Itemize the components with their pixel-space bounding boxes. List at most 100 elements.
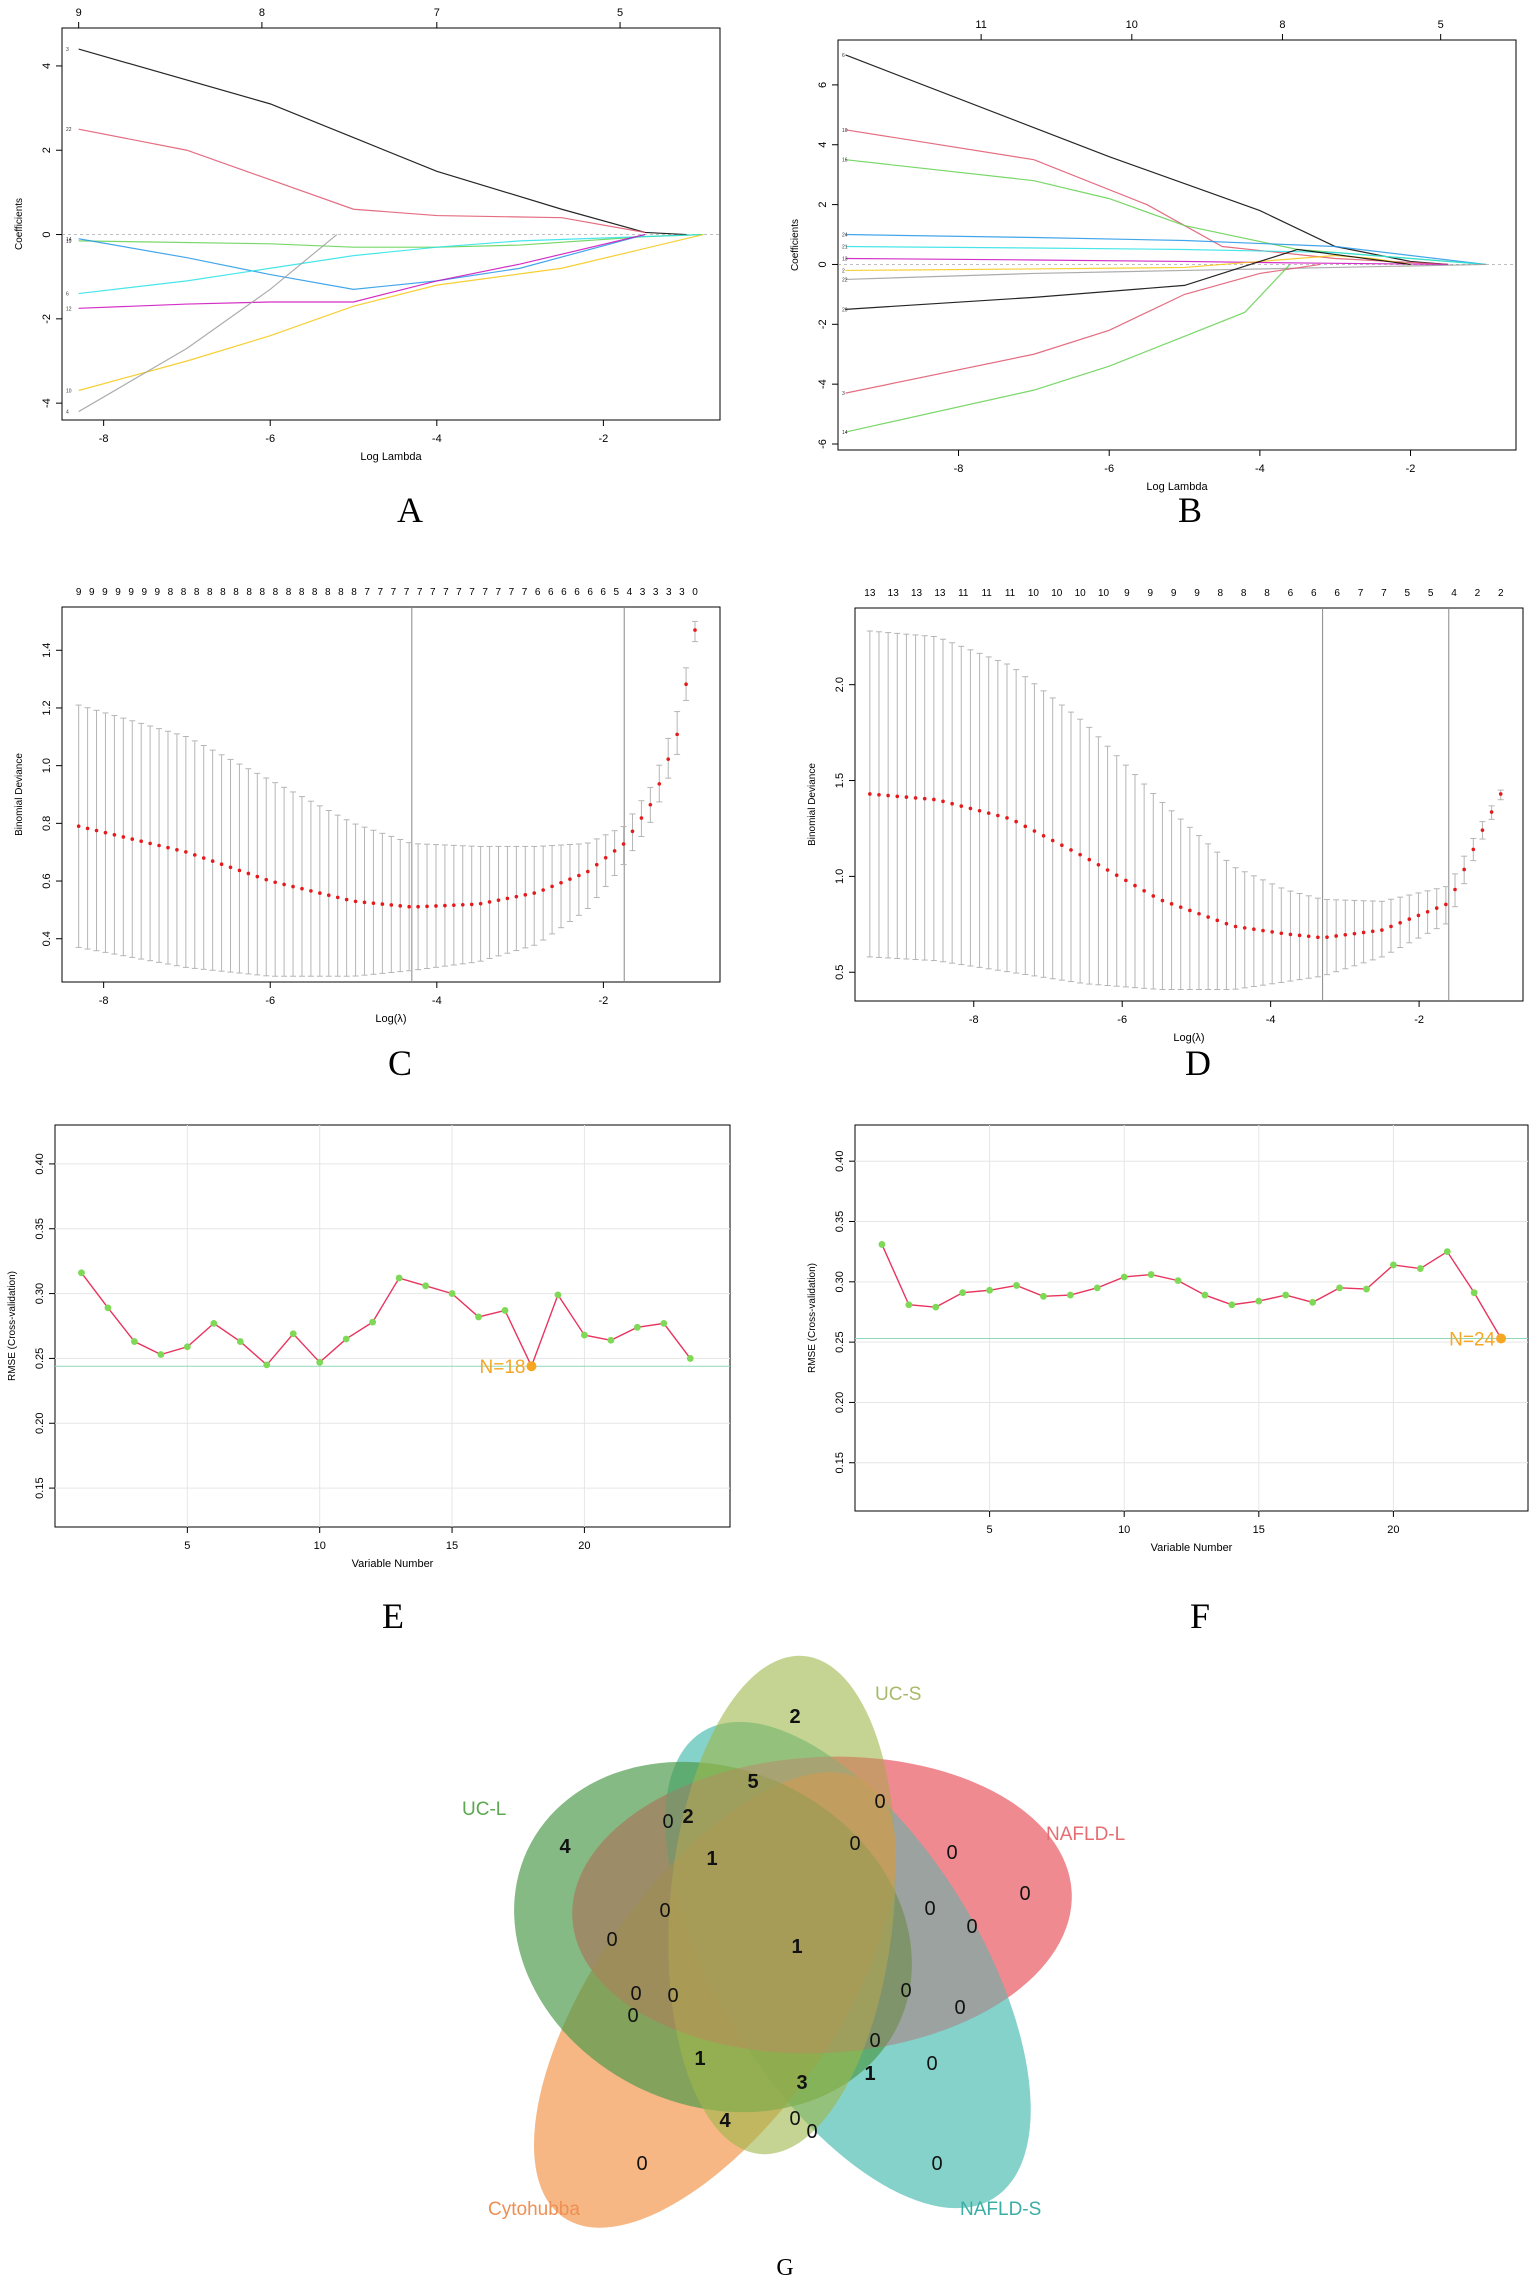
venn-region-count: 1 — [694, 2048, 705, 2070]
panel-a-ytick-label: 2 — [41, 147, 53, 153]
panel-f-xlabel: Variable Number — [1151, 1542, 1233, 1554]
panel-d-deviance-point — [1206, 915, 1210, 919]
panel-f-ytick-label: 0.25 — [834, 1331, 846, 1352]
panel-e-rmse-point — [581, 1331, 588, 1339]
panel-c-top-label: 8 — [181, 587, 187, 598]
panel-c-deviance-point — [201, 856, 206, 860]
panel-d-top-label: 8 — [1241, 588, 1247, 599]
panel-e-rmse-point — [607, 1336, 615, 1344]
panel-c-plot-frame — [61, 606, 721, 983]
panel-e-ytick-label: 0.20 — [34, 1413, 46, 1434]
panel-d-deviance: -8 -6 -4 -2 0.5 1.0 1.5 2.0 Log(λ) Binomial Devia… — [807, 588, 1524, 1044]
panel-c-top-label: 8 — [312, 587, 318, 598]
panel-e-rmse-point — [342, 1335, 350, 1343]
panel-b-coef-path — [845, 245, 1486, 266]
panel-a-path-label: 3 — [66, 47, 69, 53]
panel-d-top-label: 10 — [1098, 588, 1110, 599]
panel-b-coef-path — [845, 54, 1449, 266]
panel-c-xtick-label: -6 — [265, 995, 275, 1007]
panel-c-deviance-point — [139, 839, 143, 844]
panel-label-c: C — [388, 1043, 412, 1083]
panel-b-path-label: 20 — [842, 307, 848, 313]
panel-e-rmse-point — [686, 1355, 694, 1362]
panel-f-rmse-point — [878, 1241, 886, 1248]
panel-d-top-label: 8 — [1218, 588, 1224, 599]
panel-c-top-label: 6 — [535, 587, 541, 598]
panel-c-deviance-point — [112, 832, 117, 837]
panel-d-deviance-point — [1480, 828, 1485, 832]
panel-c-deviance-point — [693, 628, 697, 632]
venn-label-nafld-l: NAFLD-L — [1046, 1824, 1125, 1845]
panel-c-deviance-point — [103, 830, 108, 835]
panel-e-ylabel: RMSE (Cross-validation) — [7, 1271, 18, 1381]
panel-d-deviance-point — [1105, 868, 1110, 872]
panel-c-deviance-point — [362, 900, 367, 905]
panel-e-rmse-point — [157, 1351, 165, 1358]
panel-d-deviance-point — [1197, 911, 1201, 916]
panel-e-rmse-point — [422, 1282, 429, 1290]
panel-c-deviance-point — [166, 845, 170, 850]
panel-a-top-label: 5 — [617, 7, 623, 19]
panel-a-xtick-label: -2 — [599, 433, 609, 445]
panel-label-e: E — [382, 1596, 404, 1636]
panel-c-top-label: 8 — [233, 587, 239, 598]
panel-label-b: B — [1178, 490, 1202, 530]
panel-d-ytick-label: 2.0 — [834, 677, 846, 692]
panel-c-top-label: 7 — [482, 587, 488, 598]
panel-c-deviance-point — [594, 862, 599, 867]
panel-c-ylabel: Binomial Deviance — [14, 753, 25, 836]
panel-f-rmse-point — [986, 1286, 993, 1294]
panel-f-rmse-point — [1120, 1273, 1128, 1281]
panel-b-ylabel: Coefficients — [790, 219, 801, 271]
panel-c-deviance-point — [505, 896, 510, 901]
panel-c-ytick-label: 0.4 — [41, 931, 53, 946]
venn-region-count: 0 — [849, 1833, 860, 1855]
panel-c-deviance-point — [184, 850, 188, 854]
panel-e-rmse-point — [475, 1313, 482, 1321]
panel-c-top-label: 8 — [325, 587, 331, 598]
panel-d-deviance-point — [904, 795, 909, 799]
panel-d-top-label: 5 — [1404, 588, 1410, 599]
panel-c-deviance-point — [496, 898, 501, 902]
venn-region-count: 0 — [806, 2121, 817, 2143]
panel-e-rmse-point — [660, 1320, 668, 1327]
panel-d-deviance-point — [1416, 913, 1421, 918]
panel-c-top-label: 9 — [102, 587, 108, 598]
panel-c-deviance-point — [309, 889, 313, 893]
panel-c-top-label: 7 — [456, 587, 462, 598]
panel-e-rmse-point — [501, 1307, 509, 1314]
panel-d-deviance-point — [913, 796, 918, 800]
panel-b-path-label: 21 — [842, 244, 848, 250]
panel-f-ytick-label: 0.40 — [834, 1150, 846, 1171]
panel-f-rmse-point — [1416, 1265, 1424, 1272]
panel-c-deviance-point — [469, 902, 474, 907]
panel-d-deviance-point — [1306, 934, 1311, 939]
panel-c-deviance-point — [443, 903, 447, 908]
panel-f-rmse-point — [1255, 1297, 1263, 1305]
panel-d-deviance-point — [895, 794, 900, 799]
panel-b-top-label: 11 — [975, 19, 986, 31]
panel-e-xtick-label: 15 — [446, 1540, 458, 1552]
panel-d-deviance-point — [1434, 906, 1439, 910]
panel-d-ytick-label: 1.0 — [834, 869, 846, 884]
panel-b-path-label: 24 — [842, 233, 848, 239]
panel-d-deviance-point — [877, 792, 881, 797]
panel-c-deviance-point — [219, 862, 224, 866]
panel-f-rmse-point — [1093, 1284, 1101, 1292]
panel-c-top-label: 3 — [679, 587, 685, 598]
panel-c-deviance-point — [568, 877, 572, 881]
panel-c-top-label: 8 — [259, 587, 265, 598]
panel-a-top-label: 8 — [259, 7, 265, 19]
panel-d-top-label: 6 — [1311, 588, 1317, 599]
panel-d-deviance-point — [1050, 838, 1055, 843]
panel-c-deviance-point — [621, 842, 626, 846]
panel-a-coef-path — [78, 48, 687, 236]
panel-c-deviance-point — [577, 873, 581, 878]
panel-c-deviance-point — [380, 902, 385, 906]
panel-f-rmse-point — [932, 1303, 940, 1311]
panel-d-top-label: 9 — [1124, 588, 1130, 599]
venn-region-count: 0 — [946, 1842, 957, 1864]
panel-b-xlabel: Log Lambda — [1146, 481, 1208, 493]
panel-d-deviance-point — [1380, 928, 1384, 932]
